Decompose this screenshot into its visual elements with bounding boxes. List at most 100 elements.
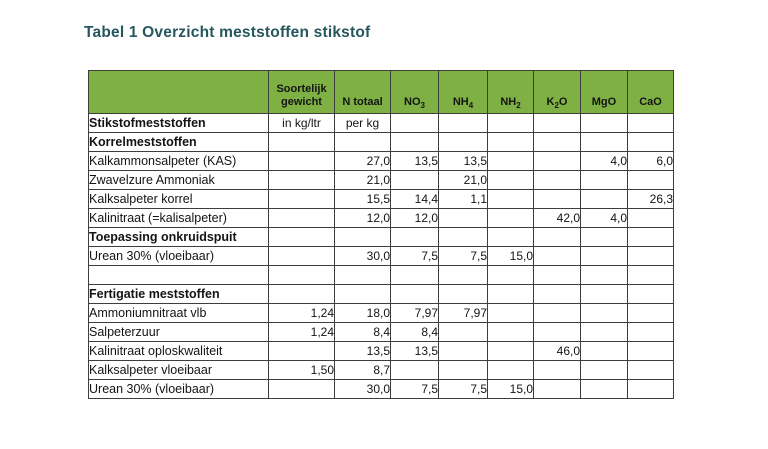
cell-nh4: 1,1	[438, 189, 488, 209]
spacer-row	[88, 265, 674, 285]
cell-no3: 7,5	[390, 379, 439, 399]
cell-nh4	[438, 341, 488, 361]
cell-cao	[627, 246, 674, 266]
cell-k2o	[533, 170, 581, 190]
cell-no3: 14,4	[390, 189, 439, 209]
column-label: Soortelijk gewicht	[276, 82, 327, 108]
column-label: MgO	[591, 95, 617, 108]
cell-cao	[627, 379, 674, 399]
row-label: Urean 30% (vloeibaar)	[88, 246, 269, 266]
cell-no3: 13,5	[390, 151, 439, 171]
cell-cao	[627, 170, 674, 190]
cell-no3	[390, 265, 439, 285]
cell-soortelijk-gewicht: 1,24	[268, 322, 335, 342]
cell-cao: 6,0	[627, 151, 674, 171]
cell-cao	[627, 303, 674, 323]
cell-n-totaal: 13,5	[334, 341, 391, 361]
cell-soortelijk-gewicht: in kg/ltr	[268, 113, 335, 133]
cell-nh2	[487, 189, 534, 209]
cell-mgo	[580, 284, 628, 304]
table-row: Kalksalpeter korrel 15,5 14,4 1,1 26,3	[88, 189, 674, 209]
cell-mgo	[580, 113, 628, 133]
cell-cao	[627, 322, 674, 342]
table-row: Kalksalpeter vloeibaar 1,50 8,7	[88, 360, 674, 380]
cell-k2o: 42,0	[533, 208, 581, 228]
cell-mgo	[580, 322, 628, 342]
cell-nh2: 15,0	[487, 379, 534, 399]
cell-soortelijk-gewicht	[268, 265, 335, 285]
cell-mgo: 4,0	[580, 151, 628, 171]
table-header: Soortelijk gewicht N totaal NO3 NH4 NH2 K2O Mg…	[88, 70, 674, 114]
cell-k2o	[533, 246, 581, 266]
table-row: Kalinitraat (=kalisalpeter) 12,0 12,0 42,0 4…	[88, 208, 674, 228]
cell-soortelijk-gewicht	[268, 227, 335, 247]
column-header-k2o: K2O	[533, 70, 581, 114]
cell-soortelijk-gewicht	[268, 170, 335, 190]
table-row: Urean 30% (vloeibaar) 30,0 7,5 7,5 15,0	[88, 246, 674, 266]
cell-soortelijk-gewicht	[268, 151, 335, 171]
cell-cao	[627, 284, 674, 304]
cell-n-totaal: per kg	[334, 113, 391, 133]
cell-cao	[627, 265, 674, 285]
section-row: Stikstofmeststoffen in kg/ltr per kg	[88, 113, 674, 133]
row-label: Zwavelzure Ammoniak	[88, 170, 269, 190]
cell-k2o	[533, 189, 581, 209]
cell-k2o	[533, 322, 581, 342]
cell-soortelijk-gewicht	[268, 208, 335, 228]
cell-cao	[627, 341, 674, 361]
column-header-nh2: NH2	[487, 70, 534, 114]
cell-n-totaal	[334, 284, 391, 304]
cell-cao	[627, 227, 674, 247]
cell-n-totaal: 30,0	[334, 246, 391, 266]
cell-nh4: 21,0	[438, 170, 488, 190]
row-label: Kalksalpeter vloeibaar	[88, 360, 269, 380]
row-label: Kalksalpeter korrel	[88, 189, 269, 209]
column-header-nh4: NH4	[438, 70, 488, 114]
column-label: K	[546, 95, 555, 108]
cell-k2o: 46,0	[533, 341, 581, 361]
cell-nh4	[438, 284, 488, 304]
column-label-subscript: 2	[516, 101, 521, 110]
cell-mgo: 4,0	[580, 208, 628, 228]
cell-no3	[390, 284, 439, 304]
cell-nh2	[487, 265, 534, 285]
table-row: Kalinitraat oploskwaliteit 13,5 13,5 46,0	[88, 341, 674, 361]
cell-n-totaal	[334, 132, 391, 152]
column-label: CaO	[639, 95, 662, 108]
cell-no3: 8,4	[390, 322, 439, 342]
cell-mgo	[580, 189, 628, 209]
cell-nh4	[438, 322, 488, 342]
cell-nh4	[438, 113, 488, 133]
cell-n-totaal: 8,4	[334, 322, 391, 342]
cell-cao	[627, 360, 674, 380]
cell-no3: 7,97	[390, 303, 439, 323]
cell-k2o	[533, 360, 581, 380]
cell-cao	[627, 113, 674, 133]
cell-no3	[390, 360, 439, 380]
header-row: Soortelijk gewicht N totaal NO3 NH4 NH2 K2O Mg…	[88, 70, 674, 114]
row-label: Kalinitraat oploskwaliteit	[88, 341, 269, 361]
cell-nh2	[487, 284, 534, 304]
cell-nh2	[487, 208, 534, 228]
cell-no3: 12,0	[390, 208, 439, 228]
column-label-tail: O	[558, 95, 568, 108]
cell-nh2	[487, 322, 534, 342]
table-row: Ammoniumnitraat vlb 1,24 18,0 7,97 7,97	[88, 303, 674, 323]
section-row: Fertigatie meststoffen	[88, 284, 674, 304]
cell-soortelijk-gewicht	[268, 379, 335, 399]
table-row: Kalkammonsalpeter (KAS) 27,0 13,5 13,5 4,0 6,…	[88, 151, 674, 171]
cell-nh4: 13,5	[438, 151, 488, 171]
table-row: Salpeterzuur 1,24 8,4 8,4	[88, 322, 674, 342]
cell-k2o	[533, 379, 581, 399]
cell-nh4	[438, 265, 488, 285]
row-label: Fertigatie meststoffen	[88, 284, 269, 304]
cell-k2o	[533, 284, 581, 304]
row-label: Stikstofmeststoffen	[88, 113, 269, 133]
column-header-cao: CaO	[627, 70, 674, 114]
cell-nh4	[438, 132, 488, 152]
cell-k2o	[533, 227, 581, 247]
column-header-soortelijk-gewicht: Soortelijk gewicht	[268, 70, 335, 114]
column-header-mgo: MgO	[580, 70, 628, 114]
cell-no3	[390, 113, 439, 133]
